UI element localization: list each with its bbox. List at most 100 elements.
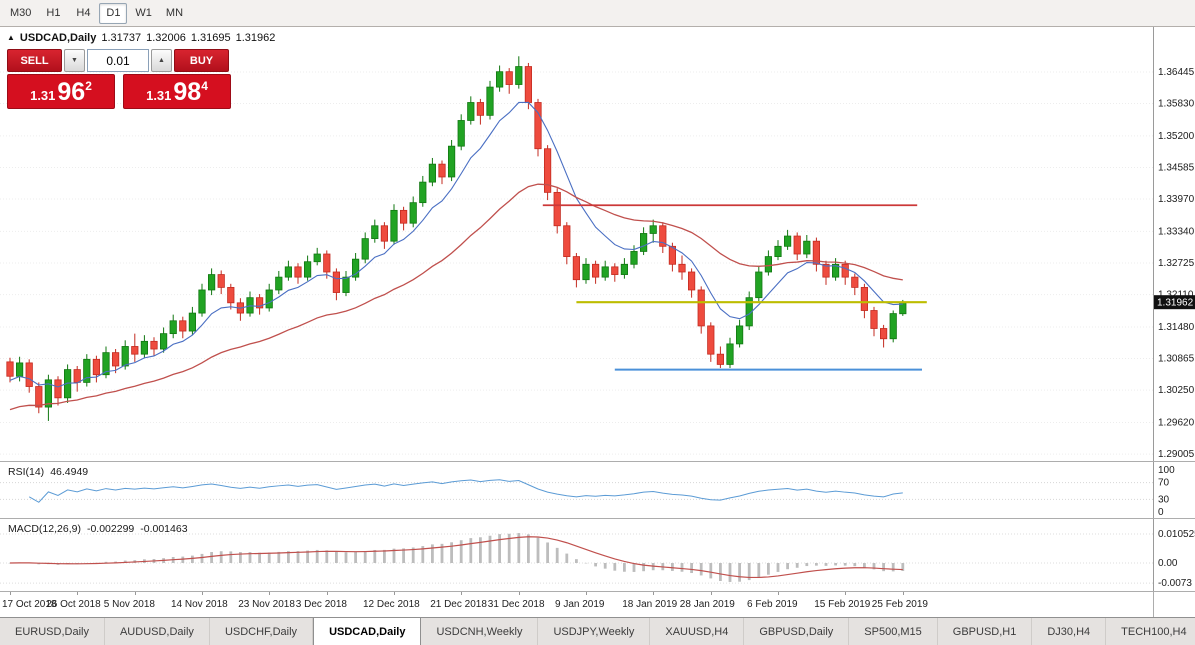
date-tickmark [269,592,271,595]
date-tickmark [461,592,463,595]
chart-tab-sp500[interactable]: SP500,M15 [849,618,938,645]
timeframe-button-M30[interactable]: M30 [4,3,37,24]
volume-decrease-button[interactable]: ▼ [64,49,85,72]
ohlc-low: 1.31695 [190,32,231,44]
volume-increase-button[interactable]: ▲ [151,49,172,72]
date-tickmark [326,592,328,595]
date-tickmark [518,592,520,595]
svg-text:0: 0 [1158,507,1164,518]
date-tick-label: 5 Nov 2018 [103,599,155,610]
svg-text:1.29620: 1.29620 [1158,417,1195,428]
rsi-label: RSI(14) [8,466,45,478]
svg-text:1.31480: 1.31480 [1158,322,1195,333]
date-tick-label: 23 Nov 2018 [238,599,295,610]
main-chart-canvas[interactable]: 1.36445 1.35830 1.35200 1.34585 1.33970 1.333… [0,27,1195,461]
chart-tab-gbpusd[interactable]: GBPUSD,H1 [938,618,1033,645]
svg-text:1.31962: 1.31962 [1157,298,1194,309]
svg-text:1.30865: 1.30865 [1158,354,1195,365]
timeframe-button-H1[interactable]: H1 [39,3,67,24]
date-tickmark [134,592,136,595]
svg-text:1.29005: 1.29005 [1158,449,1195,460]
symbol-label: USDCAD,Daily [19,32,97,44]
date-tickmark [845,592,847,595]
main-chart-pane: 1.36445 1.35830 1.35200 1.34585 1.33970 1.333… [0,27,1195,461]
chart-tab-dj30[interactable]: DJ30,H4 [1032,618,1107,645]
volume-input[interactable] [87,49,149,72]
axis-separator [1153,592,1154,617]
chart-tab-gbpusd[interactable]: GBPUSD,Daily [744,618,850,645]
ohlc-high: 1.32006 [146,32,186,44]
svg-text:30: 30 [1158,494,1170,505]
ohlc-open: 1.31737 [101,32,142,44]
rsi-header: RSI(14) 46.4949 [8,466,88,478]
chart-tab-usdjpy[interactable]: USDJPY,Weekly [538,618,651,645]
buy-button[interactable]: BUY [174,49,229,72]
svg-text:1.34585: 1.34585 [1158,162,1195,173]
date-tick-label: 26 Oct 2018 [46,599,101,610]
svg-text:1.32725: 1.32725 [1158,258,1195,269]
date-tick-label: 21 Dec 2018 [430,599,487,610]
date-tick-label: 15 Feb 2019 [814,599,871,610]
chart-tab-usdcad[interactable]: USDCAD,Daily [313,618,422,645]
chart-tab-eurusd[interactable]: EURUSD,Daily [0,618,105,645]
date-tickmark [10,592,11,595]
date-tick-label: 14 Nov 2018 [171,599,228,610]
rsi-canvas[interactable]: 100 70 30 0 [0,462,1195,518]
svg-text:1.35830: 1.35830 [1158,99,1195,110]
date-axis[interactable]: 17 Oct 2018 26 Oct 2018 5 Nov 2018 14 Nov 2… [0,591,1195,617]
date-tickmark [710,592,712,595]
rsi-pane: 100 70 30 0 RSI(14) 46.4949 [0,461,1195,518]
svg-text:100: 100 [1158,465,1175,476]
buy-price-button[interactable]: 1.31 98 4 [123,74,231,109]
date-tick-label: 17 Oct 2018 [2,599,57,610]
date-tick-label: 18 Jan 2019 [622,599,678,610]
chart-tab-tech100[interactable]: TECH100,H4 [1106,618,1195,645]
sell-price-prefix: 1.31 [30,87,56,103]
macd-main-value: -0.002299 [86,523,135,535]
svg-text:0.010525: 0.010525 [1158,529,1195,540]
date-tick-label: 3 Dec 2018 [295,599,347,610]
sell-price-sup: 2 [85,79,92,93]
timeframe-button-H4[interactable]: H4 [69,3,97,24]
chart-tab-audusd[interactable]: AUDUSD,Daily [105,618,210,645]
sell-price-big: 96 [57,78,86,107]
svg-text:1.30250: 1.30250 [1158,385,1195,396]
one-click-trade-panel: SELL ▼ ▲ BUY 1.31 96 2 1.31 98 4 [7,49,231,109]
sell-price-button[interactable]: 1.31 96 2 [7,74,115,109]
chart-tab-bar: EURUSD,Daily AUDUSD,Daily USDCHF,Daily USDC… [0,617,1195,645]
svg-text:0.00: 0.00 [1158,558,1178,569]
timeframe-button-D1[interactable]: D1 [99,2,128,24]
timeframe-button-W1[interactable]: W1 [129,3,158,24]
ohlc-close: 1.31962 [235,32,276,44]
buy-price-prefix: 1.31 [146,87,172,103]
macd-canvas[interactable]: 0.010525 0.00 -0.0073 [0,519,1195,591]
date-tickmark [902,592,904,595]
chart-header: ▲ USDCAD,Daily 1.31737 1.32006 1.31695 1… [7,32,275,44]
chart-tab-usdcnh[interactable]: USDCNH,Weekly [421,618,539,645]
date-tickmark [778,592,779,595]
svg-text:1.33340: 1.33340 [1158,226,1195,237]
macd-label: MACD(12,26,9) [8,523,81,535]
date-tickmark [77,592,79,595]
sell-button[interactable]: SELL [7,49,62,72]
date-tick-label: 28 Jan 2019 [679,599,735,610]
chart-tab-xauusd[interactable]: XAUUSD,H4 [650,618,745,645]
timeframe-button-MN[interactable]: MN [160,3,189,24]
date-tick-label: 6 Feb 2019 [747,599,798,610]
date-tickmark [653,592,655,595]
macd-signal-value: -0.001463 [140,523,188,535]
buy-price-big: 98 [173,78,202,107]
date-tickmark [586,592,587,595]
date-tickmark [394,592,395,595]
chart-tab-usdchf[interactable]: USDCHF,Daily [210,618,314,645]
date-tick-label: 9 Jan 2019 [555,599,605,610]
chart-window: 1.36445 1.35830 1.35200 1.34585 1.33970 1.333… [0,27,1195,617]
svg-text:1.36445: 1.36445 [1158,67,1195,78]
date-tick-label: 25 Feb 2019 [871,599,928,610]
date-tickmark [202,592,203,595]
svg-text:1.33970: 1.33970 [1158,194,1195,205]
svg-text:1.35200: 1.35200 [1158,131,1195,142]
symbol-arrow-icon: ▲ [7,33,15,42]
date-tick-label: 12 Dec 2018 [363,599,420,610]
